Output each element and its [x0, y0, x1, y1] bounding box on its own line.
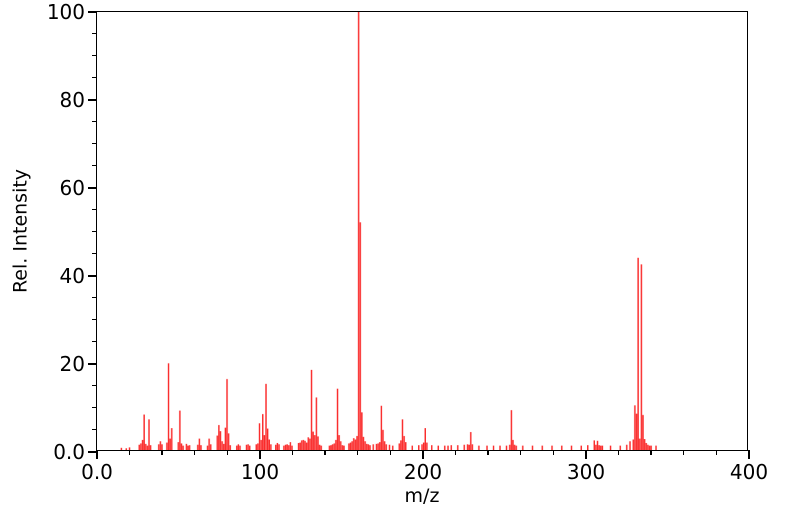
x-tick-minor: [617, 450, 620, 455]
x-tick-major: [422, 450, 424, 459]
y-tick-minor: [92, 231, 97, 233]
y-tick-label: 40: [59, 264, 85, 288]
y-tick-minor: [92, 341, 97, 343]
x-tick-minor: [520, 450, 522, 455]
y-tick-major: [88, 451, 97, 453]
x-tick-minor: [128, 450, 131, 455]
y-tick-minor: [92, 297, 97, 299]
y-tick-minor: [92, 253, 97, 255]
x-tick-minor: [291, 450, 294, 455]
x-tick-minor: [715, 450, 717, 455]
x-tick-major: [96, 450, 98, 459]
y-tick-major: [88, 11, 97, 13]
x-tick-minor: [324, 450, 326, 455]
y-tick-major: [88, 275, 97, 277]
x-tick-major: [585, 450, 587, 459]
x-tick-minor: [194, 450, 196, 455]
plot-area: 0.0 20 40 60 80 100 0.0 100 200 300 400: [47, 2, 768, 482]
x-tick-minor: [487, 450, 489, 455]
x-tick-label: 300: [566, 460, 606, 484]
y-tick-minor: [92, 77, 97, 79]
x-tick-minor: [357, 450, 359, 455]
x-tick-major: [748, 450, 750, 459]
y-tick-label: 80: [59, 88, 85, 112]
y-tick-label: 100: [46, 0, 85, 24]
y-tick-minor: [92, 55, 97, 57]
y-tick-label: 60: [59, 176, 85, 200]
y-tick-minor: [92, 429, 97, 431]
spectrum-plot-canvas: [97, 12, 747, 450]
x-tick-minor: [226, 450, 228, 455]
x-tick-label: 400: [729, 460, 769, 484]
y-tick-label: 20: [59, 352, 85, 376]
x-tick-minor: [683, 450, 685, 455]
y-tick-major: [88, 187, 97, 189]
y-tick-major: [88, 363, 97, 365]
x-axis-title: m/z: [404, 485, 440, 507]
x-tick-label: 0.0: [81, 460, 113, 484]
y-tick-label: 0.0: [53, 440, 85, 464]
x-tick-minor: [161, 450, 163, 455]
x-tick-minor: [650, 450, 652, 455]
x-tick-label: 100: [240, 460, 280, 484]
y-tick-minor: [92, 319, 97, 321]
y-tick-minor: [92, 385, 97, 387]
y-tick-minor: [92, 407, 97, 409]
y-tick-minor: [92, 209, 97, 211]
y-tick-major: [88, 99, 97, 101]
x-tick-major: [259, 450, 261, 459]
x-tick-minor: [454, 450, 457, 455]
x-tick-label: 200: [403, 460, 443, 484]
x-tick-minor: [389, 450, 391, 455]
y-tick-minor: [92, 121, 97, 123]
y-tick-minor: [92, 33, 97, 35]
x-tick-minor: [552, 450, 554, 455]
y-axis-title: Rel. Intensity: [9, 168, 32, 294]
y-tick-minor: [92, 143, 97, 145]
y-tick-minor: [92, 165, 97, 167]
